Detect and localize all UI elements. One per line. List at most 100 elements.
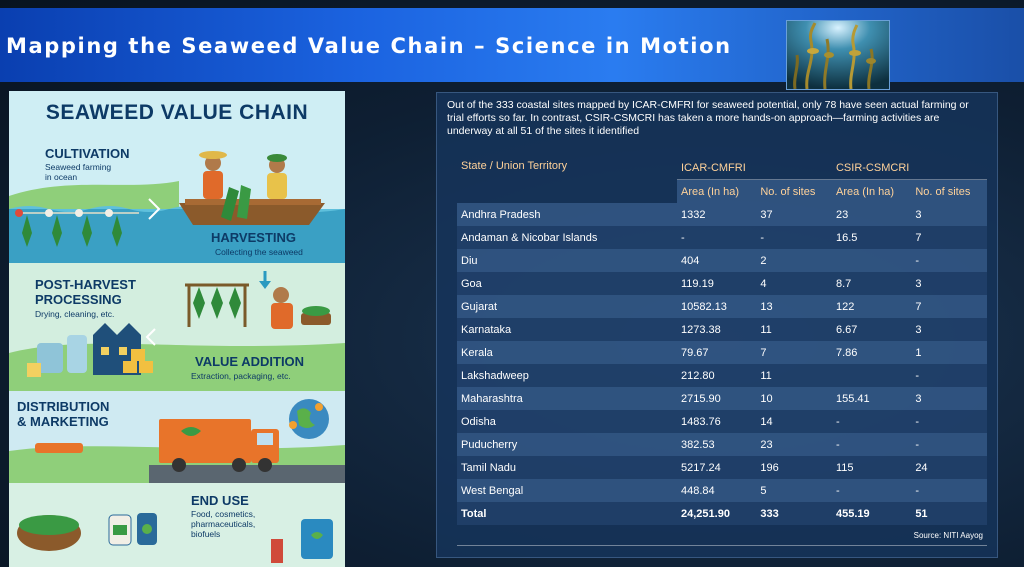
table-row: Andhra Pradesh 1332 37 23 3 bbox=[457, 203, 987, 226]
distribution-title: DISTRIBUTION & MARKETING bbox=[17, 399, 110, 429]
table-cell: 6.67 bbox=[835, 323, 858, 336]
table-row: Karnataka 1273.38 11 6.67 3 bbox=[457, 318, 987, 341]
table-cell: 1332 bbox=[681, 208, 706, 221]
table-row: Maharashtra 2715.90 10 155.41 3 bbox=[457, 387, 987, 410]
table-cell: 448.84 bbox=[681, 484, 715, 497]
table-cell: 7.86 bbox=[835, 346, 858, 359]
cultivation-desc: Seaweed farming in ocean bbox=[45, 162, 112, 182]
table-cell: 10582.13 bbox=[681, 300, 727, 313]
state-cell: Odisha bbox=[461, 415, 496, 428]
table-cell: 7 bbox=[760, 346, 767, 359]
table-cell: 11 bbox=[760, 323, 772, 336]
source-note: Source: NITI Aayog bbox=[913, 531, 983, 540]
table-cell: 404 bbox=[681, 254, 700, 267]
table-cell: - bbox=[835, 415, 840, 428]
icar-sites-header: No. of sites bbox=[756, 179, 832, 203]
table-row: Lakshadweep 212.80 11 - bbox=[457, 364, 987, 387]
table-cell: 7 bbox=[915, 300, 922, 313]
table-cell: 8.7 bbox=[835, 277, 852, 290]
end-use-title: END USE bbox=[191, 493, 249, 508]
table-row: Gujarat 10582.13 13 122 7 bbox=[457, 295, 987, 318]
post-harvest-title: POST-HARVEST PROCESSING bbox=[35, 277, 136, 307]
table-row: Kerala 79.67 7 7.86 1 bbox=[457, 341, 987, 364]
state-cell: Andaman & Nicobar Islands bbox=[461, 231, 598, 244]
table-cell: 5217.24 bbox=[681, 461, 721, 474]
table-cell: - bbox=[835, 438, 840, 451]
table-row: Tamil Nadu 5217.24 196 115 24 bbox=[457, 456, 987, 479]
table-cell: 14 bbox=[760, 415, 773, 428]
table-cell: 115 bbox=[835, 461, 854, 474]
state-cell: West Bengal bbox=[461, 484, 524, 497]
table-cell: 1483.76 bbox=[681, 415, 721, 428]
state-cell: Gujarat bbox=[461, 300, 498, 313]
table-cell: - bbox=[915, 369, 919, 382]
table-cell: 37 bbox=[760, 208, 773, 221]
csir-area-header: Area (In ha) bbox=[831, 179, 912, 203]
table-row: Diu 404 2 - bbox=[457, 249, 987, 272]
harvesting-title: HARVESTING bbox=[211, 230, 296, 245]
end-use-desc: Food, cosmetics, pharmaceuticals, biofue… bbox=[191, 509, 256, 539]
table-cell: 10 bbox=[760, 392, 773, 405]
table-cell: 455.19 bbox=[835, 507, 870, 520]
table-cell: 1 bbox=[915, 346, 922, 359]
table-row: Goa 119.19 4 8.7 3 bbox=[457, 272, 987, 295]
table-cell: 16.5 bbox=[835, 231, 858, 244]
csir-sites-header: No. of sites bbox=[911, 179, 987, 203]
processing-illustration bbox=[9, 263, 345, 391]
table-cell: 2 bbox=[760, 254, 767, 267]
table-cell: 3 bbox=[915, 323, 922, 336]
value-addition-title: VALUE ADDITION bbox=[195, 354, 305, 369]
distribution-panel: DISTRIBUTION & MARKETING bbox=[9, 391, 345, 483]
csir-header: CSIR-CSMCRI bbox=[831, 156, 987, 180]
table-cell: 333 bbox=[760, 507, 779, 520]
table-cell: 196 bbox=[760, 461, 779, 474]
table-cell: 23 bbox=[760, 438, 773, 451]
table-row: Puducherry 382.53 23 - - bbox=[457, 433, 987, 456]
cultivation-title: CULTIVATION bbox=[45, 146, 130, 161]
page-title: Mapping the Seaweed Value Chain – Scienc… bbox=[6, 34, 732, 58]
value-addition-desc: Extraction, packaging, etc. bbox=[191, 371, 291, 381]
infographic-title: SEAWEED VALUE CHAIN bbox=[45, 101, 309, 124]
seaweed-photo bbox=[786, 20, 890, 90]
table-cell: 122 bbox=[835, 300, 855, 313]
table-cell: 24,251.90 bbox=[681, 507, 730, 520]
data-panel: Out of the 333 coastal sites mapped by I… bbox=[436, 92, 998, 558]
table-row: West Bengal 448.84 5 - - bbox=[457, 479, 987, 502]
table-cell: 382.53 bbox=[681, 438, 715, 451]
table-cell: 11 bbox=[760, 369, 772, 382]
cultivation-panel: CULTIVATION Seaweed farming in ocean HAR… bbox=[9, 141, 345, 263]
table-cell: 4 bbox=[760, 277, 767, 290]
table-cell: - bbox=[760, 231, 764, 244]
distribution-illustration bbox=[9, 391, 345, 483]
divider bbox=[457, 545, 987, 546]
state-header: State / Union Territory bbox=[461, 160, 568, 172]
table-cell: - bbox=[915, 484, 919, 497]
icar-area-header: Area (In ha) bbox=[677, 179, 757, 203]
table-cell: 51 bbox=[915, 507, 928, 520]
table-cell: - bbox=[915, 438, 919, 451]
state-cell: Andhra Pradesh bbox=[461, 208, 541, 221]
end-use-illustration bbox=[9, 483, 345, 567]
table-cell: 212.80 bbox=[681, 369, 715, 382]
table-cell: 119.19 bbox=[681, 277, 714, 290]
table-cell: 13 bbox=[760, 300, 773, 313]
header-banner: Mapping the Seaweed Value Chain – Scienc… bbox=[0, 8, 1024, 90]
state-cell: Kerala bbox=[461, 346, 493, 359]
cultivation-illustration bbox=[9, 151, 345, 263]
table-cell: 1273.38 bbox=[681, 323, 721, 336]
state-cell: Tamil Nadu bbox=[461, 461, 517, 474]
table-cell: - bbox=[835, 484, 840, 497]
processing-panel: POST-HARVEST PROCESSING Drying, cleaning… bbox=[9, 263, 345, 391]
table-cell: 7 bbox=[915, 231, 922, 244]
seaweed-sites-table: State / Union Territory ICAR-CMFRI CSIR-… bbox=[457, 156, 987, 525]
table-cell: 24 bbox=[915, 461, 928, 474]
table-cell: 3 bbox=[915, 392, 922, 405]
table-cell bbox=[832, 249, 911, 272]
value-chain-infographic: SEAWEED VALUE CHAIN bbox=[9, 91, 345, 567]
table-cell: 5 bbox=[760, 484, 767, 497]
harvesting-desc: Collecting the seaweed bbox=[215, 247, 303, 257]
table-row: Andaman & Nicobar Islands - - 16.5 7 bbox=[457, 226, 987, 249]
state-cell: Goa bbox=[461, 277, 482, 290]
state-cell: Karnataka bbox=[461, 323, 512, 336]
table-cell: 155.41 bbox=[835, 392, 870, 405]
